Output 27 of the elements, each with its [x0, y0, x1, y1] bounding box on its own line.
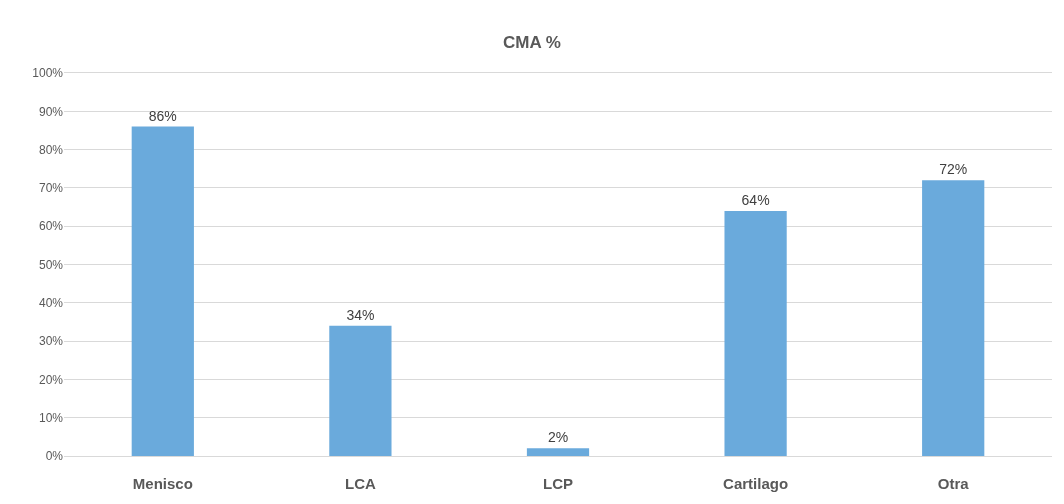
data-label: 64%	[741, 191, 770, 208]
x-tick-label: Cartilago	[723, 475, 789, 492]
data-label: 72%	[939, 161, 968, 178]
y-tick-label: 50%	[38, 257, 64, 272]
y-tick-label: 20%	[38, 372, 64, 387]
data-label: 34%	[346, 306, 375, 323]
y-tick-label: 80%	[38, 142, 64, 157]
y-tick-label: 40%	[38, 296, 64, 310]
data-label: 2%	[547, 429, 569, 446]
x-tick-label: LCP	[543, 475, 573, 492]
y-tick-label: 0%	[45, 449, 64, 464]
chart-title: CMA %	[503, 32, 561, 52]
x-tick-label: LCA	[344, 475, 376, 492]
bar	[526, 448, 590, 456]
y-tick-label: 10%	[38, 410, 64, 425]
bar	[922, 180, 985, 456]
x-tick-label: Menisco	[132, 475, 193, 492]
y-tick-label: 100%	[32, 66, 64, 81]
y-tick-label: 90%	[38, 104, 64, 119]
x-tick-label: Otra	[937, 475, 970, 492]
y-tick-label: 30%	[38, 334, 64, 349]
y-tick-label: 60%	[38, 219, 64, 234]
bar	[724, 210, 787, 456]
bar	[329, 325, 392, 456]
y-tick-label: 70%	[38, 181, 64, 196]
data-label: 86%	[148, 107, 177, 124]
bar	[131, 126, 194, 456]
